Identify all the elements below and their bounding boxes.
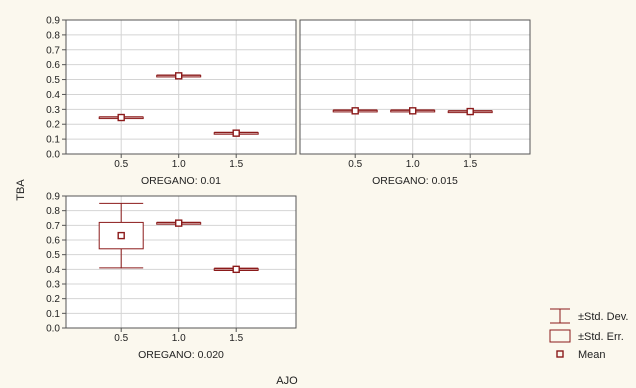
x-tick-label: 0.5 [348,159,362,170]
panels: 0.0 0.1 0.2 0.3 0.4 0.5 0.6 0.7 0.8 0.9 0.5 1.0 1.5 O… [46,16,531,361]
mean-marker [232,129,240,137]
x-tick-label: 1.0 [172,333,186,344]
y-tick-label: 0.0 [46,324,60,335]
y-tick-label: 0.9 [46,192,60,203]
panel-label: OREGANO: 0.015 [372,175,458,187]
legend-mean-label: Mean [578,349,606,361]
mean-marker [351,107,359,115]
y-tick-label: 0.5 [46,75,60,86]
mean-marker [232,265,240,274]
y-axis-title: TBA [15,179,27,201]
legend-item-mean: Mean [556,349,606,361]
y-tick-label: 0.1 [46,135,60,146]
y-tick-label: 0.3 [46,105,60,116]
y-tick-label: 0.4 [46,265,60,276]
y-tick-label: 0.9 [46,16,60,27]
plot-border [299,19,531,155]
y-tick-label: 0.8 [46,30,60,41]
box-group [213,129,259,137]
panel-label: OREGANO: 0.01 [141,175,221,187]
mean-marker [117,113,125,122]
mean-marker [409,107,417,115]
y-tick-label: 0.7 [46,221,60,232]
box-group [156,219,202,227]
y-tick-label: 0.6 [46,60,60,71]
box-group [213,265,259,274]
mean-marker [117,231,125,240]
mean-marker [174,219,183,227]
legend-std-dev-label: ±Std. Dev. [578,311,628,323]
mean-marker [174,72,183,80]
x-tick-label: 0.5 [114,159,128,170]
y-tick-label: 0.7 [46,45,60,56]
y-tick-label: 0.6 [46,236,60,247]
box-group [447,107,493,116]
x-tick-label: 1.5 [463,159,477,170]
plot-area [66,196,296,328]
x-axis-title: AJO [276,375,298,387]
legend-item-std-dev: ±Std. Dev. [550,308,628,324]
box-group [332,107,378,115]
box-group [98,202,144,269]
plot-area [66,20,296,154]
plot-border [65,195,297,329]
x-tick-label: 1.5 [229,333,243,344]
box-group [390,107,436,115]
panel-label: OREGANO: 0.020 [138,349,224,361]
plot-border [65,19,297,155]
legend-item-std-err: ±Std. Err. [549,329,624,343]
y-tick-label: 0.3 [46,280,60,291]
panel-3: 0.0 0.1 0.2 0.3 0.4 0.5 0.6 0.7 0.8 0.9 0.5 1.0 1.5 O… [46,192,297,361]
x-tick-label: 1.0 [172,159,186,170]
legend: ±Std. Dev. ±Std. Err. Mean [549,308,628,361]
box-group [156,72,202,80]
legend-std-err-label: ±Std. Err. [578,331,624,343]
y-tick-label: 0.0 [46,150,60,161]
legend-std-err-symbol [549,329,571,343]
y-tick-label: 0.2 [46,120,60,131]
x-tick-label: 1.0 [406,159,420,170]
x-tick-label: 0.5 [114,333,128,344]
y-tick-label: 0.4 [46,90,60,101]
y-tick-label: 0.1 [46,309,60,320]
plot-area [300,20,530,154]
box-group [98,113,144,122]
y-tick-label: 0.2 [46,294,60,305]
mean-marker [466,107,474,116]
y-tick-label: 0.8 [46,206,60,217]
panel-2: 0.5 1.0 1.5 OREGANO: 0.015 [299,19,531,187]
y-tick-label: 0.5 [46,250,60,261]
x-tick-label: 1.5 [229,159,243,170]
panel-1: 0.0 0.1 0.2 0.3 0.4 0.5 0.6 0.7 0.8 0.9 0.5 1.0 1.5 O… [46,16,297,187]
legend-mean-symbol [556,350,564,358]
